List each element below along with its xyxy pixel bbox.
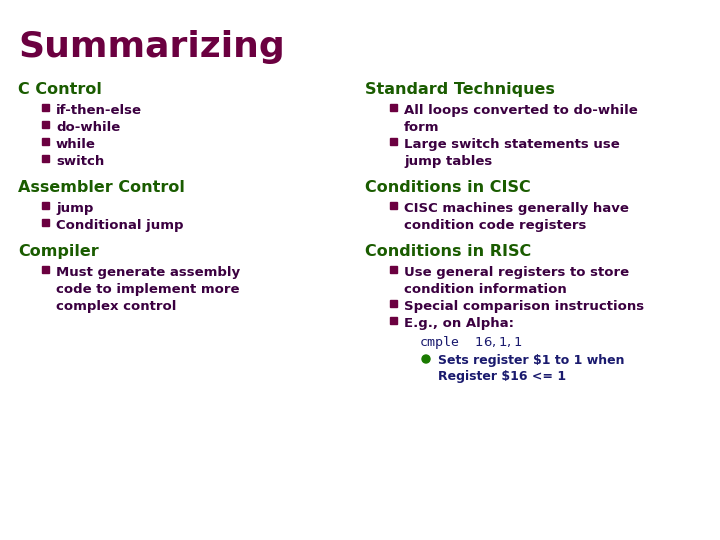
Bar <box>42 266 49 273</box>
Text: code to implement more: code to implement more <box>56 283 240 296</box>
Text: Assembler Control: Assembler Control <box>18 180 185 195</box>
Text: do-while: do-while <box>56 121 120 134</box>
Circle shape <box>422 355 430 363</box>
Bar <box>42 219 49 226</box>
Text: complex control: complex control <box>56 300 176 313</box>
Text: switch: switch <box>56 155 104 168</box>
Text: condition information: condition information <box>404 283 567 296</box>
Bar <box>390 104 397 111</box>
Text: while: while <box>56 138 96 151</box>
Text: condition code registers: condition code registers <box>404 219 586 232</box>
Text: Conditions in CISC: Conditions in CISC <box>365 180 531 195</box>
Bar <box>42 201 49 208</box>
Text: Large switch statements use: Large switch statements use <box>404 138 620 151</box>
Text: All loops converted to do-while: All loops converted to do-while <box>404 104 638 117</box>
Text: if-then-else: if-then-else <box>56 104 142 117</box>
Bar <box>390 300 397 307</box>
Text: jump tables: jump tables <box>404 155 492 168</box>
Text: Must generate assembly: Must generate assembly <box>56 266 240 279</box>
Text: Summarizing: Summarizing <box>18 30 284 64</box>
Text: E.g., on Alpha:: E.g., on Alpha: <box>404 317 514 330</box>
Text: form: form <box>404 121 439 134</box>
Bar <box>390 266 397 273</box>
Text: Register $16 <= 1: Register $16 <= 1 <box>438 370 566 383</box>
Text: Special comparison instructions: Special comparison instructions <box>404 300 644 313</box>
Text: Conditional jump: Conditional jump <box>56 219 184 232</box>
Bar <box>390 316 397 323</box>
Bar <box>390 138 397 145</box>
Bar <box>42 154 49 161</box>
Text: Standard Techniques: Standard Techniques <box>365 82 555 97</box>
Text: jump: jump <box>56 202 94 215</box>
Text: Compiler: Compiler <box>18 244 99 259</box>
Text: C Control: C Control <box>18 82 102 97</box>
Text: Sets register $1 to 1 when: Sets register $1 to 1 when <box>438 354 624 367</box>
Bar <box>390 201 397 208</box>
Text: Conditions in RISC: Conditions in RISC <box>365 244 531 259</box>
Text: cmple  $16,1,$1: cmple $16,1,$1 <box>419 334 523 351</box>
Text: CISC machines generally have: CISC machines generally have <box>404 202 629 215</box>
Bar <box>42 120 49 127</box>
Bar <box>42 104 49 111</box>
Bar <box>42 138 49 145</box>
Text: Use general registers to store: Use general registers to store <box>404 266 629 279</box>
